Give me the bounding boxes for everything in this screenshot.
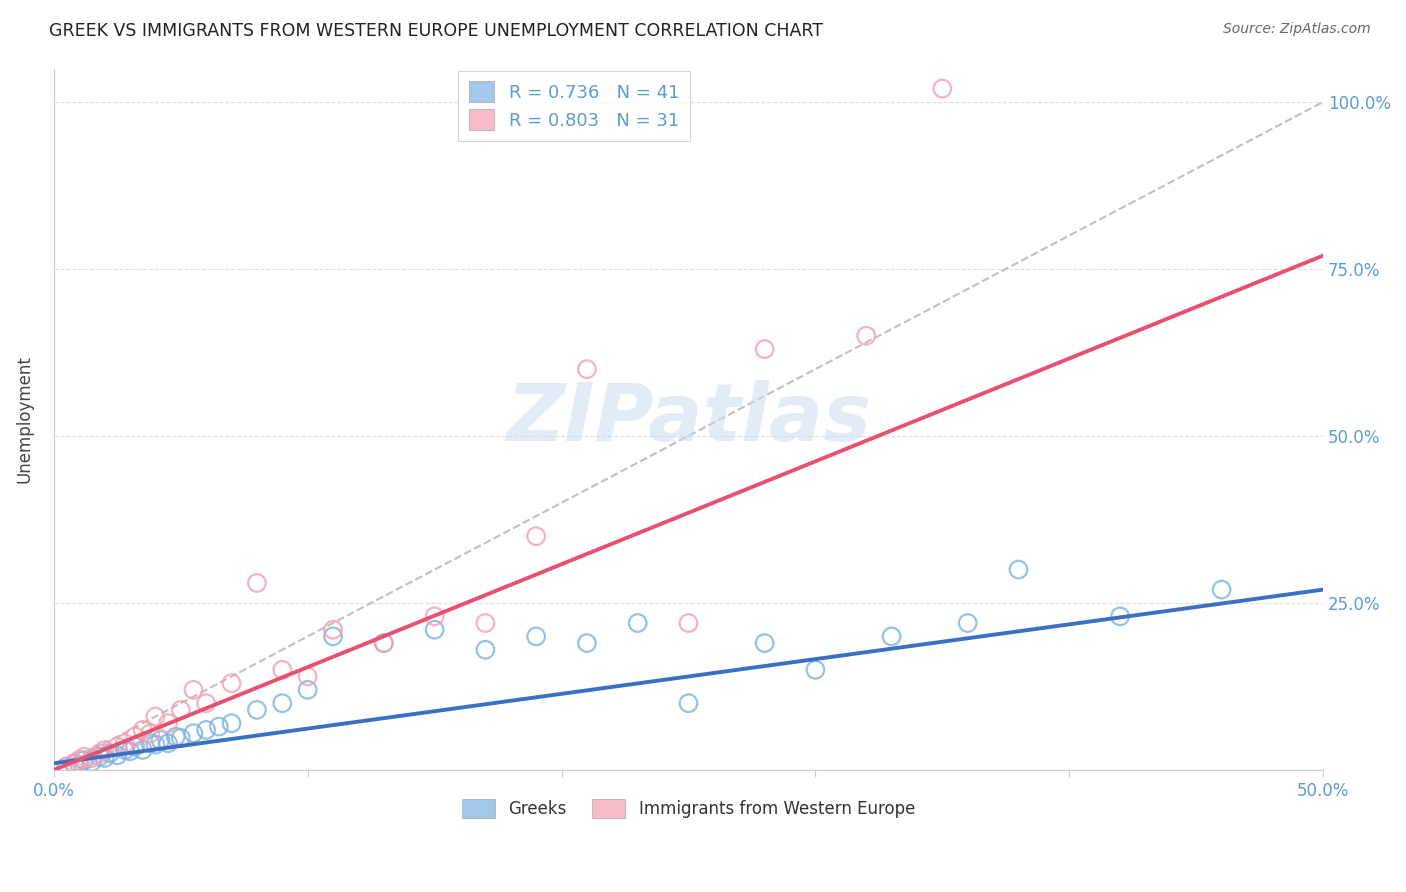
Point	[575, 362, 598, 376]
Point	[754, 636, 776, 650]
Point	[246, 576, 269, 591]
Point	[118, 744, 141, 758]
Point	[93, 751, 115, 765]
Point	[145, 709, 167, 723]
Point	[423, 623, 446, 637]
Y-axis label: Unemployment: Unemployment	[15, 355, 32, 483]
Point	[80, 755, 103, 769]
Point	[208, 720, 231, 734]
Point	[139, 736, 162, 750]
Point	[678, 615, 700, 630]
Point	[373, 636, 395, 650]
Point	[183, 682, 205, 697]
Point	[105, 739, 128, 754]
Point	[524, 529, 547, 543]
Point	[73, 749, 96, 764]
Point	[183, 726, 205, 740]
Point	[322, 629, 344, 643]
Point	[73, 753, 96, 767]
Point	[124, 739, 146, 754]
Point	[246, 703, 269, 717]
Point	[423, 609, 446, 624]
Point	[124, 730, 146, 744]
Point	[80, 751, 103, 765]
Point	[131, 743, 153, 757]
Point	[322, 623, 344, 637]
Point	[139, 726, 162, 740]
Text: ZIPatlas: ZIPatlas	[506, 380, 870, 458]
Text: Source: ZipAtlas.com: Source: ZipAtlas.com	[1223, 22, 1371, 37]
Point	[114, 743, 136, 757]
Point	[754, 342, 776, 356]
Point	[804, 663, 827, 677]
Point	[131, 723, 153, 737]
Point	[221, 716, 243, 731]
Point	[956, 615, 979, 630]
Point	[149, 733, 172, 747]
Point	[575, 636, 598, 650]
Point	[271, 663, 294, 677]
Point	[678, 696, 700, 710]
Point	[67, 757, 90, 772]
Point	[63, 756, 86, 771]
Point	[157, 736, 180, 750]
Point	[1211, 582, 1233, 597]
Point	[195, 723, 218, 737]
Point	[931, 81, 953, 95]
Point	[627, 615, 650, 630]
Point	[474, 642, 496, 657]
Point	[67, 753, 90, 767]
Point	[297, 682, 319, 697]
Point	[165, 730, 187, 744]
Point	[105, 748, 128, 763]
Point	[170, 703, 193, 717]
Point	[524, 629, 547, 643]
Point	[63, 756, 86, 771]
Point	[55, 759, 77, 773]
Point	[157, 716, 180, 731]
Point	[89, 749, 111, 764]
Point	[855, 328, 877, 343]
Point	[1109, 609, 1132, 624]
Point	[474, 615, 496, 630]
Point	[297, 669, 319, 683]
Point	[880, 629, 903, 643]
Point	[114, 736, 136, 750]
Point	[93, 743, 115, 757]
Legend: Greeks, Immigrants from Western Europe: Greeks, Immigrants from Western Europe	[456, 792, 922, 825]
Point	[55, 759, 77, 773]
Point	[221, 676, 243, 690]
Point	[98, 747, 121, 761]
Point	[195, 696, 218, 710]
Point	[271, 696, 294, 710]
Point	[145, 738, 167, 752]
Point	[170, 731, 193, 745]
Point	[373, 636, 395, 650]
Point	[89, 747, 111, 761]
Text: GREEK VS IMMIGRANTS FROM WESTERN EUROPE UNEMPLOYMENT CORRELATION CHART: GREEK VS IMMIGRANTS FROM WESTERN EUROPE …	[49, 22, 823, 40]
Point	[1007, 563, 1029, 577]
